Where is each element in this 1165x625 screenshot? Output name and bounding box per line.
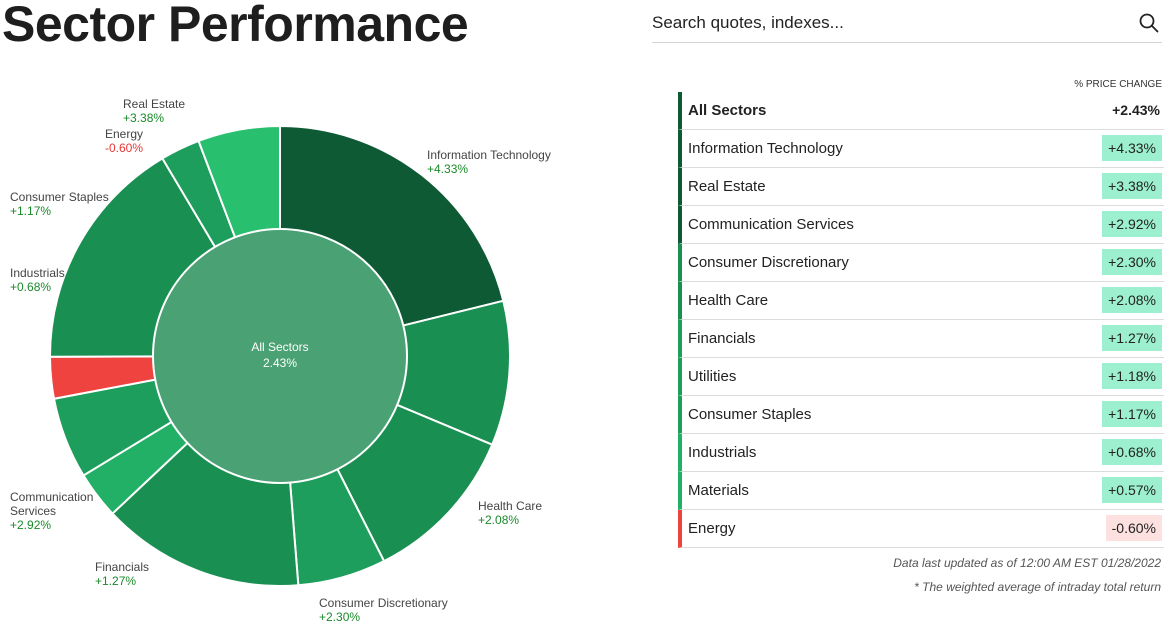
table-row[interactable]: Health Care +2.08% [678, 282, 1164, 320]
table-row[interactable]: Information Technology +4.33% [678, 130, 1164, 168]
price-change-badge: +1.17% [1102, 401, 1162, 427]
slice-label-value: +2.30% [319, 610, 360, 624]
slice-label-name: Information Technology [427, 148, 551, 162]
center-all-sectors[interactable] [152, 228, 408, 484]
slice-label-value: +1.17% [10, 204, 51, 218]
slice-label-name: Energy [105, 127, 143, 141]
sector-table: % PRICE CHANGE All Sectors +2.43% Informat… [678, 78, 1164, 548]
table-row[interactable]: Consumer Discretionary +2.30% [678, 244, 1164, 282]
center-value: 2.43% [263, 356, 297, 370]
sector-name: Utilities [688, 368, 737, 385]
price-change-badge: +0.68% [1102, 439, 1162, 465]
table-row[interactable]: Utilities +1.18% [678, 358, 1164, 396]
table-row[interactable]: Materials +0.57% [678, 472, 1164, 510]
slice-label-value: +1.27% [95, 574, 136, 588]
slice-label-name: Consumer Discretionary [319, 596, 448, 610]
page-title: Sector Performance [2, 0, 469, 52]
search-bar[interactable] [652, 8, 1162, 43]
price-change-badge: +2.08% [1102, 287, 1162, 313]
sector-name: Health Care [688, 292, 769, 309]
price-change-badge: -0.60% [1105, 515, 1162, 541]
price-change-badge: +0.57% [1102, 477, 1162, 503]
center-label: All Sectors [251, 340, 308, 354]
table-row[interactable]: Energy -0.60% [678, 510, 1164, 548]
sector-name: Materials [688, 482, 749, 499]
table-row[interactable]: Financials +1.27% [678, 320, 1164, 358]
sector-name: Real Estate [688, 178, 766, 195]
slice-label-value: +2.92% [10, 518, 51, 532]
sector-donut-chart: All Sectors 2.43% Information Technology+4… [10, 97, 551, 624]
slice-label-value: +4.33% [427, 162, 468, 176]
slice-label-name: Consumer Staples [10, 190, 109, 204]
weighted-average-note: * The weighted average of intraday total… [914, 580, 1161, 594]
price-change-badge: +4.33% [1102, 135, 1162, 161]
table-body: All Sectors +2.43% Information Technology +… [678, 92, 1164, 548]
sector-name: Communication Services [688, 216, 854, 233]
slice-label-name: Financials [95, 560, 149, 574]
sector-name: Consumer Discretionary [688, 254, 849, 271]
slice-label-name: Real Estate [123, 97, 185, 111]
sector-name: Industrials [688, 444, 757, 461]
last-updated-note: Data last updated as of 12:00 AM EST 01/… [893, 556, 1161, 570]
table-row[interactable]: Consumer Staples +1.17% [678, 396, 1164, 434]
sector-name: Energy [688, 520, 736, 537]
search-input[interactable] [652, 8, 1122, 38]
price-change-badge: +2.43% [1112, 102, 1160, 118]
slice-label-value: +3.38% [123, 111, 164, 125]
price-change-badge: +2.30% [1102, 249, 1162, 275]
slice-label-name: Industrials [10, 266, 65, 280]
sector-name: All Sectors [688, 102, 767, 119]
table-row[interactable]: Communication Services +2.92% [678, 206, 1164, 244]
price-change-badge: +1.18% [1102, 363, 1162, 389]
price-change-badge: +2.92% [1102, 211, 1162, 237]
slice-label-value: -0.60% [105, 141, 143, 155]
slice-label-value: +0.68% [10, 280, 51, 294]
search-icon[interactable] [1138, 12, 1160, 34]
price-change-badge: +3.38% [1102, 173, 1162, 199]
sector-name: Financials [688, 330, 756, 347]
price-change-badge: +1.27% [1102, 325, 1162, 351]
slice-label-name: Communication Services [10, 490, 93, 518]
table-row[interactable]: Real Estate +3.38% [678, 168, 1164, 206]
column-header: % PRICE CHANGE [1074, 79, 1162, 90]
sector-name: Consumer Staples [688, 406, 812, 423]
table-row-all-sectors[interactable]: All Sectors +2.43% [678, 92, 1164, 130]
sector-name: Information Technology [688, 140, 843, 157]
slice-label-name: Health Care [478, 499, 542, 513]
slice-label-value: +2.08% [478, 513, 519, 527]
table-row[interactable]: Industrials +0.68% [678, 434, 1164, 472]
